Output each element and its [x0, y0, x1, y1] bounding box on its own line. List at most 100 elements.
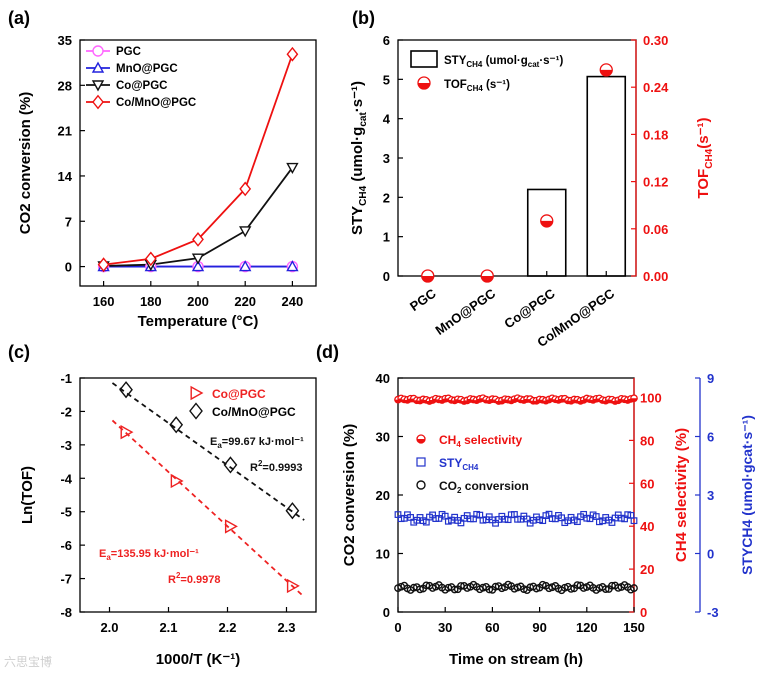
panel-a-point-1	[286, 260, 299, 272]
panel-a-point-1	[239, 260, 252, 272]
panel-c-legend-marker	[189, 402, 203, 420]
ea-sub: a	[217, 441, 222, 450]
panel-d-left-ytick-label: 20	[376, 488, 390, 503]
panel-c-r2-annotation-1: R2=0.9993	[250, 459, 302, 474]
panel-d-point-2	[416, 585, 424, 594]
panel-d-point-2	[630, 584, 638, 592]
panel-d-left-ytick-label: 10	[376, 547, 390, 562]
panel-b-right-ytick-label: 0.12	[643, 175, 668, 190]
panel-b-tof-point-fill	[421, 276, 434, 282]
panel-a-legend-label: Co@PGC	[116, 80, 167, 92]
panel-b-left-ylabel-main: STY	[349, 206, 366, 235]
legend-sty-tail: (umol·g	[482, 55, 527, 67]
panel-c-ytick-label: -4	[60, 471, 72, 486]
panel-c-ytick-label: -5	[60, 505, 72, 520]
panel-b-tof-point-fill	[540, 220, 553, 227]
panel-b: (b) 0 1 2 3 4 5 6 0.00 0.06 0.12 0.18 0.24 0.30 PGCMn…	[349, 8, 715, 350]
panel-a-xtick-label: 160	[93, 294, 115, 309]
panel-d-series	[394, 394, 638, 595]
panel-d-legend-marker	[416, 480, 426, 490]
panel-c-point-0	[120, 424, 134, 440]
panel-d-mid-ytick-label: 40	[640, 519, 654, 534]
panel-c-ytick-label: -7	[60, 572, 72, 587]
panel-a-legend-marker	[91, 61, 105, 73]
panel-c-fit-line-1	[111, 382, 305, 521]
panel-b-left-ylabel: STYCH4 (umol·gcat·s⁻¹)	[349, 81, 369, 235]
panel-b-legend-sty-label: STYCH4 (umol·gcat·s⁻¹)	[444, 55, 563, 69]
panel-a: (a) 160 180 200 220 240 0 7 14 21 28 35 Temperatur…	[8, 8, 317, 330]
panel-d-xtick-label: 90	[532, 620, 546, 635]
panel-b-tof-point	[480, 269, 494, 283]
legend-tof-sub: CH4	[467, 84, 484, 93]
panel-c-ytick-label: -6	[60, 538, 72, 553]
panel-c-label: (c)	[8, 342, 30, 362]
panel-b-right-ytick-label: 0.00	[643, 269, 668, 284]
panel-c-xlabel: 1000/T (K⁻¹)	[156, 651, 241, 668]
panel-b-plot-frame	[397, 39, 637, 277]
panel-d-xtick-label: 60	[485, 620, 499, 635]
panel-a-point-2	[286, 162, 299, 174]
r2-sup: 2	[176, 571, 181, 580]
panel-d-xtick-label: 30	[438, 620, 452, 635]
panel-b-left-ytick-label: 3	[383, 151, 390, 166]
panel-b-left-ylabel-tail: (umol·g	[349, 127, 366, 186]
panel-d-point-0	[630, 394, 638, 403]
panel-d-left-ylabel: CO2 conversion (%)	[341, 424, 358, 567]
panel-d-point-2	[422, 581, 431, 590]
panel-a-ytick-label: 21	[58, 124, 72, 139]
panel-b-legend-tof-marker	[417, 76, 431, 90]
panel-a-xtick-label: 220	[234, 294, 256, 309]
panel-d-xtick-label: 150	[623, 620, 645, 635]
panel-d: (d) 0 30 60 90 120 150010203040020406080100-3…	[316, 342, 755, 668]
panel-a-xlabel: Temperature (°C)	[138, 313, 259, 330]
panel-a-point-3	[192, 232, 204, 247]
panel-d-point-2	[614, 583, 623, 592]
legend-sub: 2	[457, 486, 462, 495]
panel-b-right-ylabel: TOFCH4(s⁻¹)	[695, 118, 715, 199]
panel-b-left-ytick-label: 6	[383, 33, 390, 48]
panel-a-legend-label: MnO@PGC	[116, 63, 178, 75]
panel-b-bars	[526, 75, 627, 277]
panel-d-mid-ytick-label: 20	[640, 562, 654, 577]
panel-b-right-ylabel-end: (s⁻¹)	[695, 118, 712, 149]
legend-sty-end: ·s⁻¹)	[539, 55, 563, 67]
panel-b-tof-point	[599, 63, 613, 77]
panel-a-ytick-label: 35	[58, 33, 72, 48]
panel-b-category-label: MnO@PGC	[432, 285, 498, 338]
panel-d-left-ytick-label: 30	[376, 430, 390, 445]
panel-d-point-1	[630, 517, 638, 525]
panel-d-plot-frame	[397, 377, 635, 613]
panel-a-point-2	[191, 253, 205, 265]
panel-b-left-ytick-label: 0	[383, 269, 390, 284]
panel-c-xtick-label: 2.1	[159, 620, 177, 635]
panel-b-category-label: Co@PGC	[501, 285, 558, 331]
panel-a-legend-label: Co/MnO@PGC	[116, 97, 196, 109]
panel-c-r2-annotation-0: R2=0.9978	[168, 571, 220, 586]
panel-c-ytick-label: -8	[60, 605, 72, 620]
panel-d-point-0-fill	[630, 398, 638, 402]
panel-d-point-2	[573, 581, 582, 590]
legend-sty-sub: CH4	[466, 60, 483, 69]
panel-b-bar	[526, 188, 567, 277]
panel-b-right-ylabel-main: TOF	[695, 169, 712, 199]
panel-c-ytick-label: -3	[60, 438, 72, 453]
panel-b-left-ytick-label: 4	[383, 112, 391, 127]
panel-a-point-3	[97, 257, 110, 273]
panel-d-mid-ytick-label: 80	[640, 433, 654, 448]
panel-d-right-ytick-label: 6	[707, 430, 714, 445]
ea-E: E	[210, 436, 217, 448]
panel-b-tof-point	[421, 269, 435, 283]
panel-d-legend-marker	[416, 457, 426, 467]
panel-c-point-1	[223, 456, 238, 474]
legend-tail: conversion	[461, 479, 528, 493]
legend-main: CH	[439, 433, 456, 447]
panel-c-legend-marker	[190, 385, 204, 401]
panel-c-legend: Co@PGC Co/MnO@PGC	[189, 385, 296, 420]
panel-b-tof-point-fill	[600, 69, 613, 76]
panel-d-label: (d)	[316, 342, 339, 362]
panel-a-xtick-label: 180	[140, 294, 162, 309]
r2-R: R	[250, 462, 258, 474]
panel-b-left-ytick-label: 2	[383, 190, 390, 205]
r2-value: =0.9978	[180, 574, 220, 586]
panel-c-xtick-label: 2.3	[277, 620, 295, 635]
